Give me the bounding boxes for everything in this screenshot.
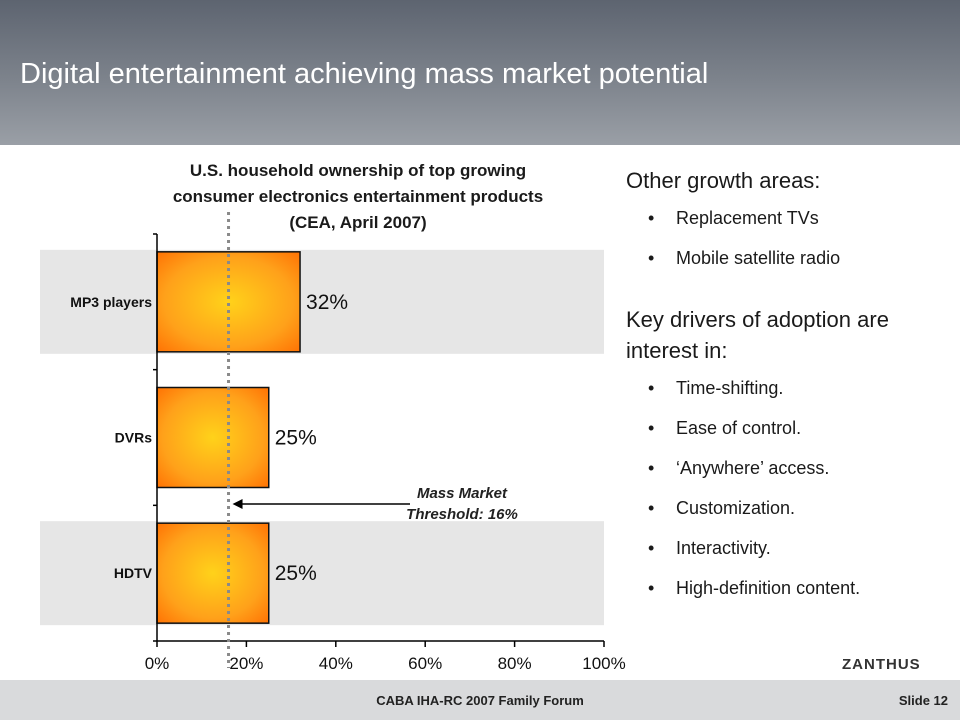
list-item: • Interactivity. <box>626 536 956 576</box>
list-item: • Time-shifting. <box>626 376 956 416</box>
bullet-icon: • <box>648 248 655 268</box>
key-drivers-heading: Key drivers of adoption are interest in: <box>626 307 889 363</box>
list-item-text: Mobile satellite radio <box>676 248 841 268</box>
bar-hdtv <box>156 522 270 624</box>
list-item-text: Time-shifting. <box>676 378 784 398</box>
list-item-text: Ease of control. <box>676 418 802 438</box>
footer-event-name: CABA IHA-RC 2007 Family Forum <box>376 693 584 708</box>
list-item-text: Interactivity. <box>676 538 771 558</box>
list-item-text: Replacement TVs <box>676 208 819 228</box>
list-item: • Mobile satellite radio <box>626 246 956 286</box>
category-band <box>40 249 604 354</box>
list-item: • Customization. <box>626 496 956 536</box>
threshold-label: Threshold: 16% <box>406 506 518 523</box>
key-drivers-list: • Time-shifting. • Ease of control. • ‘Anyw… <box>626 376 956 616</box>
list-item-text: ‘Anywhere’ access. <box>676 458 830 478</box>
bullet-icon: • <box>648 378 655 398</box>
list-item-text: Customization. <box>676 498 796 518</box>
list-item: • Replacement TVs <box>626 206 956 246</box>
data-label: 25% <box>275 427 317 450</box>
chart-title: U.S. household ownership of top growing … <box>108 158 608 236</box>
category-label: HDTV <box>114 565 153 581</box>
slide-title: Digital entertainment achieving mass mar… <box>20 58 709 90</box>
category-label: DVRs <box>115 430 153 446</box>
category-band <box>40 521 604 626</box>
zanthus-logo: ZANTHUS <box>842 656 921 673</box>
list-item: • High-definition content. <box>626 576 956 616</box>
bullet-icon: • <box>648 208 655 228</box>
growth-areas-heading: Other growth areas: <box>626 168 821 193</box>
header-banner <box>0 0 960 145</box>
bar-dvrs <box>156 386 270 489</box>
bullet-icon: • <box>648 538 655 558</box>
growth-areas-list: • Replacement TVs • Mobile satellite radio <box>626 206 956 286</box>
chart-title-line-3: (CEA, April 2007) <box>289 213 427 232</box>
slide-number: Slide 12 <box>898 693 948 708</box>
threshold-arrowhead-icon <box>232 499 243 509</box>
x-tick-label: 100% <box>582 654 625 673</box>
chart-title-line-2: consumer electronics entertainment produ… <box>172 187 544 206</box>
x-tick-label: 60% <box>408 654 442 673</box>
bullet-icon: • <box>648 458 655 478</box>
growth-panel: Other growth areas: • Replacement TVs • Mo… <box>626 165 956 616</box>
list-item: • ‘Anywhere’ access. <box>626 456 956 496</box>
footer-bar: CABA IHA-RC 2007 Family Forum Slide 12 <box>0 680 960 720</box>
bullet-icon: • <box>648 498 655 518</box>
bullet-icon: • <box>648 418 655 438</box>
x-tick-label: 80% <box>498 654 532 673</box>
threshold-label: Mass Market <box>417 485 508 502</box>
list-item-text: High-definition content. <box>676 578 861 598</box>
bullet-icon: • <box>648 578 655 598</box>
x-tick-label: 40% <box>319 654 353 673</box>
data-label: 25% <box>275 562 317 585</box>
chart-title-line-1: U.S. household ownership of top growing <box>189 161 527 180</box>
list-item: • Ease of control. <box>626 416 956 456</box>
category-label: MP3 players <box>70 294 152 310</box>
x-tick-label: 0% <box>145 654 170 673</box>
data-label: 32% <box>306 291 348 314</box>
bar-mp3-players <box>156 251 301 353</box>
x-tick-label: 20% <box>229 654 263 673</box>
